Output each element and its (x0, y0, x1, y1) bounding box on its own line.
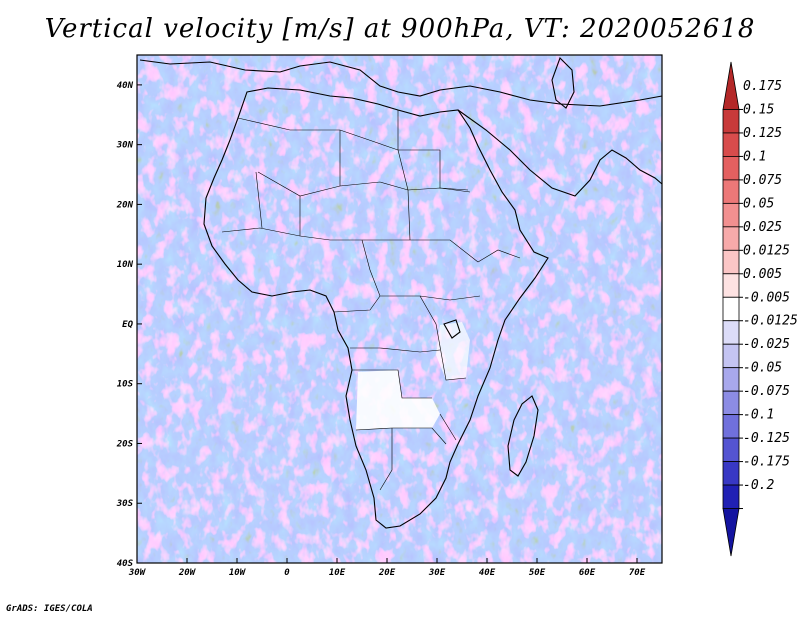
lat-tick-label: 20N (116, 200, 134, 210)
colorbar-label: 0.025 (743, 220, 782, 235)
lon-tick-label: 0 (284, 568, 290, 578)
lon-tick-label: 30W (128, 568, 147, 578)
lat-tick-label: EQ (122, 320, 133, 330)
lon-tick-label: 60E (579, 568, 596, 578)
colorbar-swatch (722, 343, 740, 369)
colorbar-swatch (722, 179, 740, 204)
colorbar-label: -0.005 (743, 290, 790, 305)
colorbar-swatch (722, 437, 740, 462)
colorbar-swatch (722, 273, 740, 298)
lat-tick-label: 40N (117, 81, 134, 91)
country-borders (221, 110, 521, 491)
longitude-axis: 30W 20W 10W 0 10E 20E 30E 40E 50E 60E 70E (128, 558, 646, 578)
lat-tick-label: 20S (116, 439, 134, 449)
caspian-coastline (551, 57, 575, 109)
colorbar-swatch (722, 320, 740, 345)
colorbar-label: 0.0125 (743, 243, 790, 258)
lon-tick-label: 10W (229, 568, 247, 578)
lat-tick-label: 30S (116, 499, 134, 509)
colorbar-label: -0.2 (743, 478, 774, 493)
colorbar-label: 0.005 (743, 267, 782, 282)
colorbar-swatch (722, 132, 740, 157)
colorbar-label: -0.175 (743, 455, 790, 470)
madagascar-coastline (507, 395, 539, 477)
lon-tick-label: 30E (428, 568, 446, 578)
colorbar-label: -0.125 (743, 431, 790, 446)
colorbar-swatch (722, 484, 740, 509)
colorbar-swatch (722, 226, 740, 251)
colorbar-swatch (722, 296, 740, 322)
colorbar-swatch (722, 109, 740, 134)
lon-tick-label: 20W (178, 568, 197, 578)
arabia-coastline (457, 109, 663, 197)
lon-tick-label: 20E (378, 568, 396, 578)
colorbar-label: -0.025 (743, 337, 790, 352)
lon-tick-label: 40E (479, 568, 496, 578)
colorbar-swatch (722, 202, 740, 228)
colorbar: 0.175 0.15 0.125 0.1 0.075 0.05 0.025 0.0125 0.0… (722, 61, 798, 557)
lon-tick-label: 70E (629, 568, 646, 578)
lon-tick-label: 10E (329, 568, 346, 578)
colorbar-label: -0.075 (743, 384, 790, 399)
coastlines (139, 57, 663, 529)
colorbar-label: 0.175 (743, 79, 782, 94)
plot-frame (136, 54, 663, 564)
europe-coastline (139, 59, 663, 107)
colorbar-label: -0.0125 (743, 314, 798, 329)
colorbar-label: 0.075 (743, 173, 782, 188)
lat-tick-label: 10S (117, 380, 134, 390)
colorbar-swatch (722, 508, 740, 557)
grads-credit: GrADS: IGES/COLA (6, 604, 93, 614)
colorbar-swatch (722, 61, 740, 110)
colorbar-swatch (722, 156, 740, 181)
colorbar-label: -0.05 (743, 361, 782, 376)
colorbar-swatch (722, 414, 740, 439)
colorbar-swatch (722, 367, 740, 392)
plot-title: Vertical velocity [m/s] at 900hPa, VT: 2… (44, 14, 756, 44)
colorbar-label: 0.15 (743, 102, 774, 117)
colorbar-label: -0.1 (743, 408, 774, 423)
velocity-field (137, 55, 662, 563)
colorbar-label: 0.05 (743, 196, 774, 211)
africa-coastline (203, 87, 549, 529)
colorbar-swatch (722, 249, 740, 275)
lat-tick-label: 40S (117, 559, 134, 569)
colorbar-swatch (722, 461, 740, 486)
lat-tick-label: 30N (116, 141, 134, 151)
colorbar-label: 0.1 (743, 149, 766, 164)
latitude-axis: 40N 30N 20N 10N EQ 10S 20S 30S 40S (116, 81, 142, 569)
lake-victoria (443, 319, 461, 339)
colorbar-swatch (722, 390, 740, 416)
lat-tick-label: 10N (117, 260, 134, 270)
lon-tick-label: 50E (529, 568, 546, 578)
colorbar-label: 0.125 (743, 126, 782, 141)
